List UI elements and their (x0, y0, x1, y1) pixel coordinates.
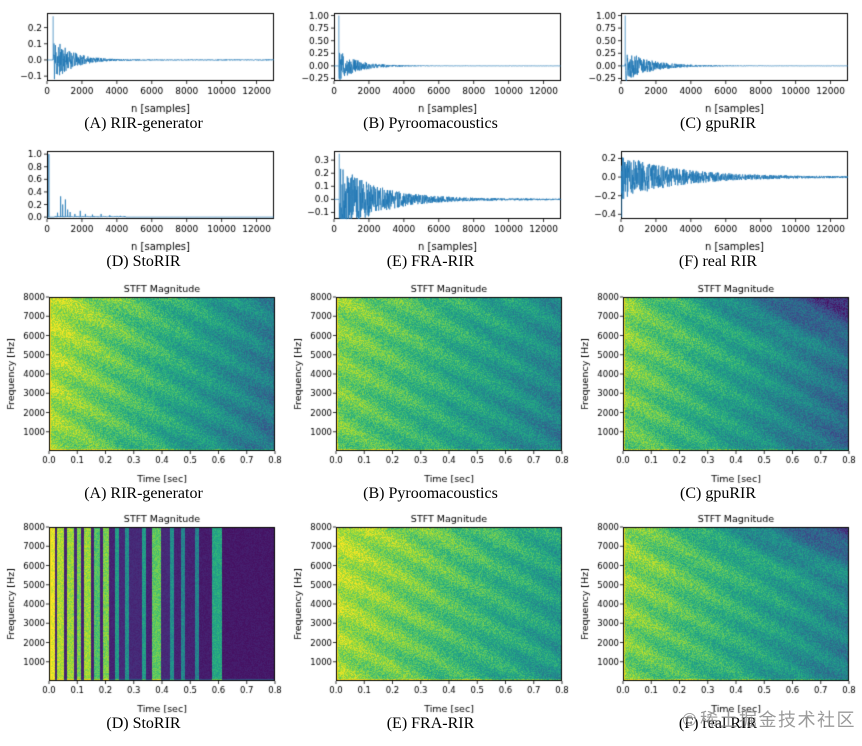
spectrogram-plot-gpurir (579, 282, 857, 484)
waveform-plot-fra-rir (291, 144, 570, 252)
subplot-caption: (E) FRA-RIR (386, 253, 475, 270)
subplot-caption: (A) RIR-generator (84, 115, 203, 132)
subplot-caption: (B) Pyroomacoustics (363, 115, 498, 132)
spectrogram-plot-fra-rir (291, 512, 570, 714)
subplot-waveform-fra-rir: (E) FRA-RIR (287, 144, 574, 282)
subplot-caption: (D) StoRIR (106, 715, 181, 732)
subplot-caption: (C) gpuRIR (680, 115, 756, 132)
subplot-spectrogram-real-rir: (F) real RIR (574, 512, 862, 742)
spectrogram-plot-pyroomacoustics (291, 282, 570, 484)
waveform-plot-storir (4, 144, 283, 252)
subplot-waveform-gpurir: (C) gpuRIR (574, 6, 862, 144)
watermark: ©稀土掘金技术社区 (681, 706, 857, 732)
subplot-waveform-rir-generator: (A) RIR-generator (0, 6, 287, 144)
subplot-caption: (F) real RIR (678, 715, 758, 732)
subplot-caption: (B) Pyroomacoustics (363, 485, 498, 502)
copyright-icon: © (680, 710, 700, 731)
subplot-spectrogram-fra-rir: (E) FRA-RIR (287, 512, 574, 742)
subplot-caption: (D) StoRIR (106, 253, 181, 270)
subplot-spectrogram-storir: (D) StoRIR (0, 512, 287, 742)
subplot-caption: (F) real RIR (678, 253, 758, 270)
spectrogram-plot-storir (4, 512, 283, 714)
waveform-plot-real-rir (579, 144, 857, 252)
subplot-waveform-pyroomacoustics: (B) Pyroomacoustics (287, 6, 574, 144)
subplot-caption: (C) gpuRIR (680, 485, 756, 502)
subplot-caption: (A) RIR-generator (84, 485, 203, 502)
subplot-spectrogram-gpurir: (C) gpuRIR (574, 282, 862, 512)
subplot-waveform-real-rir: (F) real RIR (574, 144, 862, 282)
subplot-spectrogram-pyroomacoustics: (B) Pyroomacoustics (287, 282, 574, 512)
watermark-text: 稀土掘金技术社区 (700, 710, 856, 731)
subplot-spectrogram-rir-generator: (A) RIR-generator (0, 282, 287, 512)
spectrogram-plot-rir-generator (4, 282, 283, 484)
waveform-plot-pyroomacoustics (291, 6, 570, 114)
spectrogram-plot-real-rir (579, 512, 857, 714)
waveform-plot-rir-generator (4, 6, 283, 114)
subplot-caption: (E) FRA-RIR (386, 715, 475, 732)
subplot-waveform-storir: (D) StoRIR (0, 144, 287, 282)
waveform-plot-gpurir (579, 6, 857, 114)
